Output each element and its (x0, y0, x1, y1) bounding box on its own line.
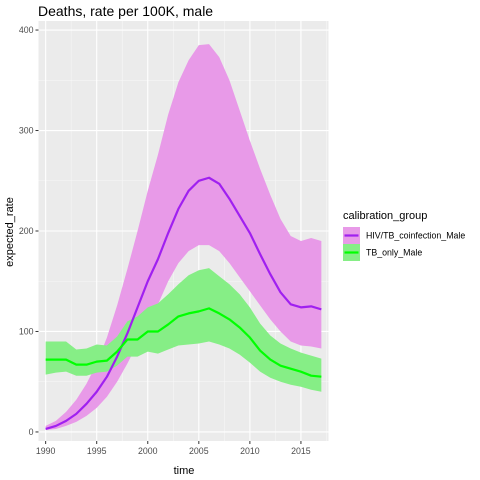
chart-title: Deaths, rate per 100K, male (38, 3, 213, 19)
legend-label-1: HIV/TB_coinfection_Male (366, 231, 465, 241)
y-tick-label: 300 (19, 126, 34, 136)
y-axis-ticks: 0 100 200 300 400 (19, 25, 39, 437)
x-tick-label: 2010 (240, 446, 260, 456)
y-tick-label: 100 (19, 326, 34, 336)
ribbon-1 (45, 44, 322, 430)
x-axis-title: time (174, 465, 195, 477)
legend-keys: HIV/TB_coinfection_Male TB_only_Male (343, 227, 465, 261)
x-axis-ticks: 1990 1995 2000 2005 2010 2015 (36, 441, 311, 456)
y-tick-label: 200 (19, 226, 34, 236)
x-tick-label: 2005 (189, 446, 209, 456)
x-tick-label: 2000 (138, 446, 158, 456)
x-tick-label: 1990 (36, 446, 56, 456)
y-tick-label: 0 (29, 427, 34, 437)
x-tick-label: 1995 (87, 446, 107, 456)
series-line-2 (45, 307, 322, 378)
series-line-1 (45, 176, 322, 430)
y-axis-title: expected_rate (4, 197, 16, 267)
legend-title: calibration_group (343, 210, 427, 222)
y-tick-label: 400 (19, 25, 34, 35)
series-lines (45, 176, 322, 430)
x-tick-label: 2015 (291, 446, 311, 456)
legend: calibration_group HIV/TB_coinfection_Mal… (343, 210, 465, 261)
legend-label-2: TB_only_Male (366, 248, 422, 258)
